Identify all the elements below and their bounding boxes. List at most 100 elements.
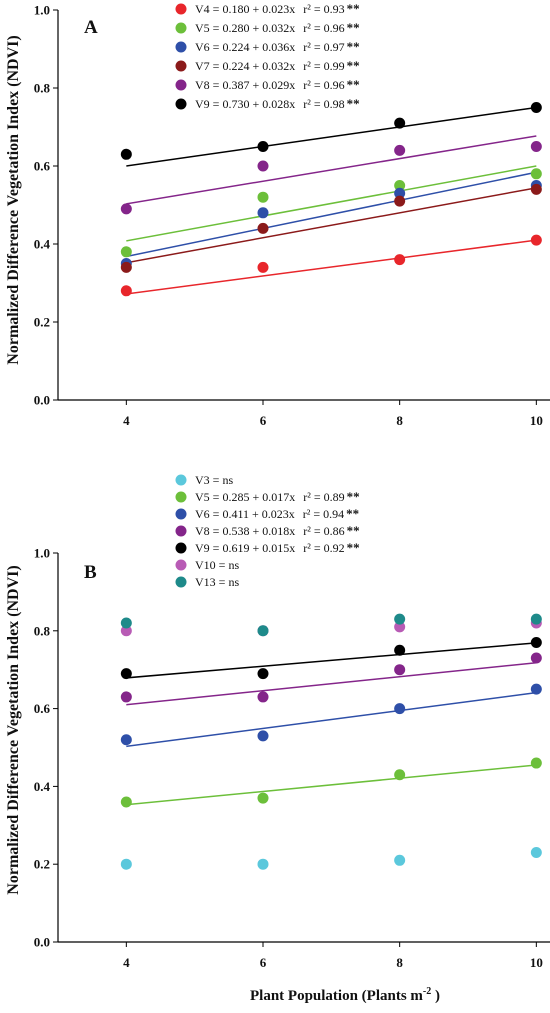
legend-entry-v4: V4 = 0.180 + 0.023x r² = 0.93 ** xyxy=(195,1,360,16)
legend-equation: = ns xyxy=(219,558,240,572)
point-v5 xyxy=(530,757,542,769)
legend-r-squared: r² = 0.99 xyxy=(303,59,344,73)
point-v5 xyxy=(120,246,132,258)
point-v13 xyxy=(257,625,269,637)
x-tick-label: 10 xyxy=(530,955,543,970)
legend-entry-v8: V8 = 0.538 + 0.018x r² = 0.86 ** xyxy=(195,523,360,538)
legend-series-name: V5 xyxy=(195,490,213,504)
legend-equation: = 0.387 + 0.029x xyxy=(213,78,296,92)
legend-significance: ** xyxy=(347,58,360,73)
x-tick-label: 4 xyxy=(123,413,130,428)
legend-equation: = 0.285 + 0.017x xyxy=(213,490,296,504)
legend-marker-v8 xyxy=(175,79,187,91)
legend-marker-v13 xyxy=(175,576,187,588)
point-v5 xyxy=(394,769,406,781)
panel-a-y-axis-label: Normalized Difference Vegetation Index (… xyxy=(5,35,22,364)
legend-marker-v9 xyxy=(175,98,187,110)
panel-b-letter: B xyxy=(84,562,97,583)
legend-equation: = 0.224 + 0.032x xyxy=(213,59,296,73)
legend-entry-v6: V6 = 0.224 + 0.036x r² = 0.97 ** xyxy=(195,39,360,54)
legend-r-squared: r² = 0.86 xyxy=(303,524,344,538)
legend-r-squared: r² = 0.92 xyxy=(303,541,344,555)
legend-equation: = 0.730 + 0.028x xyxy=(213,97,296,111)
y-tick-label: 0.0 xyxy=(34,393,50,408)
legend-equation: = 0.280 + 0.032x xyxy=(213,21,296,35)
point-v9 xyxy=(120,668,132,680)
y-tick-label: 1.0 xyxy=(34,3,50,18)
point-v5 xyxy=(257,792,269,804)
fit-line-v8 xyxy=(126,135,537,205)
y-tick-label: 0.0 xyxy=(34,935,50,950)
point-v6 xyxy=(120,734,132,746)
legend-marker-v9 xyxy=(175,542,187,554)
point-v10 xyxy=(120,625,132,637)
fit-line-v6 xyxy=(126,171,537,258)
legend-equation: = ns xyxy=(213,473,234,487)
legend-equation: = ns xyxy=(219,575,240,589)
x-tick-label: 10 xyxy=(530,413,543,428)
fit-line-v5 xyxy=(126,764,537,806)
point-v13 xyxy=(120,617,132,629)
legend-entry-v7: V7 = 0.224 + 0.032x r² = 0.99 ** xyxy=(195,58,360,73)
legend-entry-v9: V9 = 0.730 + 0.028x r² = 0.98 ** xyxy=(195,96,360,111)
legend-marker-v10 xyxy=(175,559,187,571)
legend-marker-v4 xyxy=(175,3,187,15)
legend-entry-v13: V13 = ns xyxy=(195,575,239,589)
legend-marker-v6 xyxy=(175,508,187,520)
point-v6 xyxy=(394,187,406,199)
point-v6 xyxy=(257,207,269,219)
point-v3 xyxy=(394,854,406,866)
x-tick-label: 6 xyxy=(260,413,267,428)
x-axis-label-superscript: -2 xyxy=(423,986,431,997)
point-v9 xyxy=(257,668,269,680)
point-v9 xyxy=(530,636,542,648)
fit-line-v5 xyxy=(126,165,537,242)
legend-series-name: V7 xyxy=(195,59,213,73)
point-v6 xyxy=(530,683,542,695)
fit-line-v9 xyxy=(126,642,537,679)
point-v8 xyxy=(120,691,132,703)
legend-marker-v8 xyxy=(175,525,187,537)
y-tick-label: 0.4 xyxy=(34,779,51,794)
legend-entry-v5: V5 = 0.285 + 0.017x r² = 0.89 ** xyxy=(195,489,360,504)
legend-significance: ** xyxy=(347,39,360,54)
y-tick-label: 0.8 xyxy=(34,81,51,96)
panel-a-fit-lines xyxy=(126,106,537,295)
y-tick-label: 0.2 xyxy=(34,315,50,330)
point-v10 xyxy=(394,621,406,633)
legend-significance: ** xyxy=(347,96,360,111)
point-v9 xyxy=(120,148,132,160)
legend-series-name: V13 xyxy=(195,575,219,589)
panel-a-axes: 0.0 0.2 0.4 0.6 0.8 1.0 4 6 8 10 xyxy=(34,3,550,428)
fit-line-v4 xyxy=(126,239,537,295)
legend-r-squared: r² = 0.94 xyxy=(303,507,344,521)
legend-equation: = 0.224 + 0.036x xyxy=(213,40,296,54)
legend-series-name: V10 xyxy=(195,558,219,572)
point-v9 xyxy=(257,141,269,152)
point-v8 xyxy=(257,160,269,172)
legend-equation: = 0.538 + 0.018x xyxy=(213,524,296,538)
point-v9 xyxy=(394,644,406,656)
panel-a-letter: A xyxy=(84,17,98,38)
legend-marker-v5 xyxy=(175,22,187,34)
point-v8 xyxy=(394,664,406,676)
point-v13 xyxy=(394,613,406,625)
point-v8 xyxy=(120,203,132,215)
y-tick-label: 0.6 xyxy=(34,159,51,174)
panel-a-legend: V4 = 0.180 + 0.023x r² = 0.93 **V5 = 0.280… xyxy=(175,1,360,111)
legend-significance: ** xyxy=(347,77,360,92)
panel-b-fit-lines xyxy=(126,642,537,806)
y-tick-label: 0.2 xyxy=(34,857,50,872)
point-v5 xyxy=(394,180,406,191)
panel-a: A Normalized Difference Vegetation Index… xyxy=(5,1,550,428)
point-v13 xyxy=(530,613,542,625)
point-v5 xyxy=(120,796,132,808)
point-v7 xyxy=(257,222,269,234)
legend-series-name: V9 xyxy=(195,97,213,111)
y-tick-label: 1.0 xyxy=(34,546,50,561)
legend-significance: ** xyxy=(347,20,360,35)
point-v4 xyxy=(530,234,542,246)
point-v4 xyxy=(394,254,406,266)
legend-significance: ** xyxy=(346,506,359,521)
